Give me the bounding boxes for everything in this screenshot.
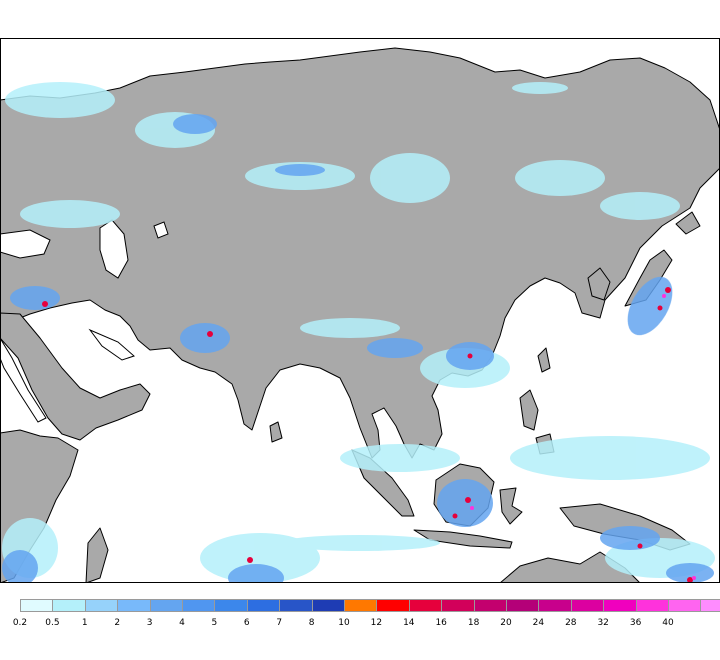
colorbar-tick-label: 28 [565, 618, 576, 628]
colorbar-swatch [668, 599, 701, 612]
colorbar-tick-label: 16 [435, 618, 446, 628]
colorbar-swatch [636, 599, 669, 612]
colorbar-tick-label: 24 [533, 618, 544, 628]
colorbar-tick-label: 20 [500, 618, 511, 628]
colorbar-swatch [20, 599, 53, 612]
colorbar-tick-label: 4 [179, 618, 185, 628]
colorbar-swatch [538, 599, 571, 612]
colorbar-tick-label: 14 [403, 618, 414, 628]
colorbar-swatch [279, 599, 312, 612]
colorbar-swatch [700, 599, 720, 612]
colorbar-swatch [506, 599, 539, 612]
colorbar-tick-label: 8 [309, 618, 315, 628]
precipitation-map [0, 38, 720, 583]
colorbar-swatch [182, 599, 215, 612]
colorbar-swatch [441, 599, 474, 612]
colorbar-swatch [474, 599, 507, 612]
colorbar-swatch [571, 599, 604, 612]
colorbar-swatch [409, 599, 442, 612]
colorbar-swatch [150, 599, 183, 612]
colorbar-swatch [117, 599, 150, 612]
colorbar-swatch [312, 599, 345, 612]
colorbar-tick-label: 3 [147, 618, 153, 628]
colorbar-tick-label: 1 [82, 618, 88, 628]
colorbar-swatch [376, 599, 409, 612]
colorbar-tick-label: 0.5 [45, 618, 59, 628]
colorbar-swatch [85, 599, 118, 612]
colorbar-tick-label: 40 [662, 618, 673, 628]
colorbar-tick-label: 18 [468, 618, 479, 628]
colorbar-swatch [52, 599, 85, 612]
colorbar-tick-label: 7 [276, 618, 282, 628]
colorbar-tick-label: 12 [371, 618, 382, 628]
colorbar-swatch [214, 599, 247, 612]
colorbar-tick-label: 36 [630, 618, 641, 628]
precipitation-colorbar: 0.2 0.5 1 2 3 4 5 6 7 8 10 12 14 16 18 20 24 28 32 36 40 [20, 599, 710, 639]
colorbar-tick-label: 10 [338, 618, 349, 628]
colorbar-tick-label: 2 [114, 618, 120, 628]
colorbar-swatch [344, 599, 377, 612]
colorbar-swatch [247, 599, 280, 612]
colorbar-swatch [603, 599, 636, 612]
colorbar-tick-label: 6 [244, 618, 250, 628]
map-canvas [0, 38, 720, 583]
colorbar-tick-label: 5 [212, 618, 218, 628]
colorbar-tick-label: 0.2 [13, 618, 27, 628]
colorbar-tick-label: 32 [597, 618, 608, 628]
